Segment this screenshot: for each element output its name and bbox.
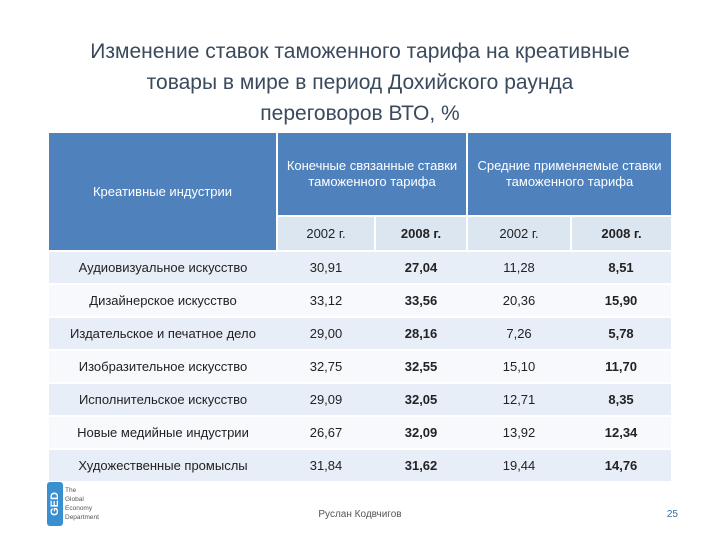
table-cell: 5,78 [571,316,672,350]
industry-name: Изобразительное искусство [49,349,277,383]
table-cell: 11,28 [467,250,572,284]
ged-logo-mark: GED [47,482,63,526]
title-line-3: переговоров ВТО, % [260,102,460,125]
table-cell: 8,51 [571,250,672,284]
table-row: Аудиовизуальное искусство 30,91 27,04 11… [49,250,672,284]
table-cell: 28,16 [375,316,468,350]
year-header: 2008 г. [571,215,672,251]
industry-column-header: Креативные индустрии [49,133,278,251]
ged-logo-text: The Global Economy Department [65,487,99,521]
table-row: Дизайнерское искусство 33,12 33,56 20,36… [49,283,672,317]
table-cell: 14,76 [571,448,672,481]
page-number: 25 [666,509,678,520]
tariff-table: Креативные индустрии Конечные связанные … [49,133,672,481]
table-cell: 29,00 [277,316,375,350]
title-line-1: Изменение ставок таможенного тарифа на к… [90,40,630,63]
table-row: Новые медийные индустрии 26,67 32,09 13,… [49,415,672,449]
table-row: Издательское и печатное дело 29,00 28,16… [49,316,672,350]
page-title: Изменение ставок таможенного тарифа на к… [40,36,680,129]
table-row: Исполнительское искусство 29,09 32,05 12… [49,382,672,416]
table-cell: 30,91 [277,250,375,284]
title-line-2: товары в мире в период Дохийского раунда [146,71,574,94]
table-cell: 32,55 [375,349,468,383]
table-cell: 33,56 [375,283,468,317]
industry-name: Аудиовизуальное искусство [49,250,277,284]
table-cell: 27,04 [375,250,468,284]
ged-logo: GED The Global Economy Department [47,482,117,526]
industry-name: Издательское и печатное дело [49,316,277,350]
svg-text:GED: GED [49,492,61,516]
year-header: 2002 г. [467,215,573,251]
industry-name: Художественные промыслы [49,448,277,481]
table-cell: 15,10 [467,349,572,383]
industry-name: Дизайнерское искусство [49,283,277,317]
table-cell: 11,70 [571,349,672,383]
applied-rates-header: Средние применяемые ставки таможенного т… [467,133,672,216]
table-cell: 26,67 [277,415,375,449]
table-row: Изобразительное искусство 32,75 32,55 15… [49,349,672,383]
table-cell: 31,84 [277,448,375,481]
table-cell: 20,36 [467,283,572,317]
table-cell: 7,26 [467,316,572,350]
table-cell: 33,12 [277,283,375,317]
table-cell: 31,62 [375,448,468,481]
table-cell: 29,09 [277,382,375,416]
industry-name: Исполнительское искусство [49,382,277,416]
bound-rates-header: Конечные связанные ставки таможенного та… [277,133,469,216]
industry-name: Новые медийные индустрии [49,415,277,449]
table-cell: 32,05 [375,382,468,416]
table-cell: 12,34 [571,415,672,449]
table-row: Художественные промыслы 31,84 31,62 19,4… [49,448,672,481]
year-header: 2002 г. [277,215,376,251]
table-cell: 12,71 [467,382,572,416]
table-cell: 32,75 [277,349,375,383]
table-cell: 19,44 [467,448,572,481]
year-header: 2008 г. [375,215,469,251]
table-cell: 15,90 [571,283,672,317]
table-cell: 32,09 [375,415,468,449]
table-cell: 13,92 [467,415,572,449]
table-cell: 8,35 [571,382,672,416]
footer-author: Руслан Кодвчигов [318,509,402,520]
